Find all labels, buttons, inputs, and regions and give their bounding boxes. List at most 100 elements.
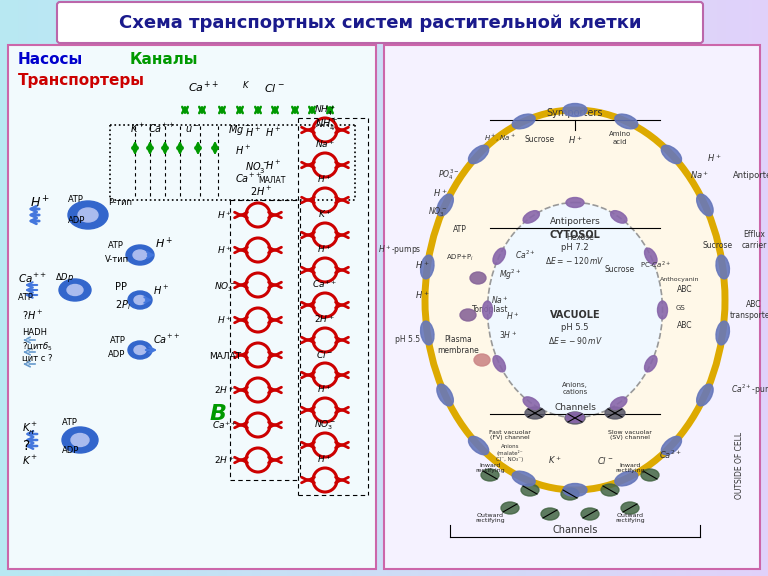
Bar	[307, 0, 312, 576]
Bar	[369, 0, 373, 576]
Ellipse shape	[421, 321, 434, 345]
Bar	[530, 0, 535, 576]
Text: pH 5.5: pH 5.5	[561, 324, 589, 332]
Bar	[495, 0, 500, 576]
Ellipse shape	[541, 508, 559, 520]
Bar	[161, 0, 166, 576]
FancyBboxPatch shape	[384, 45, 760, 569]
Text: $Na^+$: $Na^+$	[315, 138, 336, 150]
Bar	[445, 0, 450, 576]
Bar	[192, 0, 197, 576]
Bar	[503, 0, 508, 576]
Bar	[380, 0, 385, 576]
Text: Slow vacuolar
(SV) channel: Slow vacuolar (SV) channel	[608, 430, 652, 441]
Bar	[434, 0, 439, 576]
Text: $H^+$: $H^+$	[265, 159, 281, 172]
Text: $H^+$: $H^+$	[217, 244, 233, 256]
Bar	[764, 0, 768, 576]
Text: АТР: АТР	[110, 336, 126, 345]
Text: $K_н^+$: $K_н^+$	[22, 421, 38, 437]
Ellipse shape	[133, 250, 147, 260]
Ellipse shape	[661, 145, 681, 164]
Bar	[157, 0, 162, 576]
Bar	[722, 0, 727, 576]
Text: Efflux
carrier: Efflux carrier	[741, 230, 766, 250]
Text: $H^+$: $H^+$	[265, 126, 281, 139]
Bar	[154, 0, 158, 576]
Bar	[342, 0, 346, 576]
Bar	[204, 0, 208, 576]
Bar	[672, 0, 677, 576]
Bar	[637, 0, 642, 576]
Ellipse shape	[716, 321, 730, 345]
Bar	[81, 0, 85, 576]
Bar	[207, 0, 212, 576]
Bar	[515, 0, 519, 576]
Text: $PO_4^{3-}$: $PO_4^{3-}$	[439, 168, 460, 183]
Bar	[215, 0, 220, 576]
Bar	[468, 0, 473, 576]
Text: $NH_4^+$: $NH_4^+$	[315, 117, 339, 133]
Text: GS: GS	[675, 305, 685, 311]
Bar	[280, 0, 285, 576]
Bar	[564, 0, 569, 576]
Bar	[522, 0, 527, 576]
Text: ADP+P$_i$: ADP+P$_i$	[446, 253, 474, 263]
Text: $NO_3^-$: $NO_3^-$	[214, 280, 237, 294]
Bar	[676, 0, 680, 576]
FancyBboxPatch shape	[8, 45, 376, 569]
Ellipse shape	[470, 272, 486, 284]
Bar	[165, 0, 170, 576]
Bar	[403, 0, 408, 576]
Text: $Cl^-$: $Cl^-$	[316, 349, 333, 360]
Bar	[442, 0, 446, 576]
Bar	[733, 0, 738, 576]
Bar	[58, 0, 62, 576]
Bar	[760, 0, 765, 576]
Text: АDР: АDР	[62, 446, 79, 455]
Ellipse shape	[521, 484, 539, 496]
Bar	[430, 0, 435, 576]
Ellipse shape	[644, 355, 657, 372]
Bar	[84, 0, 89, 576]
Bar	[227, 0, 231, 576]
Ellipse shape	[611, 211, 627, 223]
Text: $Na^+$: $Na^+$	[491, 294, 509, 306]
Text: $Ca^{2+}$: $Ca^{2+}$	[659, 449, 681, 461]
Bar	[376, 0, 381, 576]
Bar	[4, 0, 8, 576]
Ellipse shape	[460, 309, 476, 321]
Text: $H^+$: $H^+$	[245, 126, 261, 139]
Bar	[31, 0, 35, 576]
Text: $Ca^{++}$: $Ca^{++}$	[153, 333, 180, 346]
Bar	[115, 0, 120, 576]
Ellipse shape	[437, 384, 453, 406]
Bar	[618, 0, 623, 576]
Bar	[169, 0, 174, 576]
Bar	[257, 0, 262, 576]
Text: $2H^+$: $2H^+$	[214, 384, 236, 396]
Bar	[492, 0, 496, 576]
Bar	[726, 0, 730, 576]
Ellipse shape	[468, 145, 488, 164]
Bar	[353, 0, 358, 576]
Bar	[372, 0, 377, 576]
Ellipse shape	[488, 203, 663, 418]
Bar	[61, 0, 66, 576]
Bar	[38, 0, 43, 576]
Text: $H^+$: $H^+$	[432, 187, 447, 199]
Bar	[396, 0, 400, 576]
Bar	[311, 0, 316, 576]
Bar	[664, 0, 669, 576]
Bar	[65, 0, 70, 576]
Ellipse shape	[421, 255, 434, 279]
Ellipse shape	[482, 301, 492, 319]
Ellipse shape	[605, 407, 625, 419]
Bar	[50, 0, 55, 576]
Bar	[200, 0, 204, 576]
Text: $K$: $K$	[242, 79, 250, 90]
Ellipse shape	[697, 194, 713, 216]
Bar	[46, 0, 51, 576]
Bar	[392, 0, 396, 576]
Bar	[422, 0, 427, 576]
